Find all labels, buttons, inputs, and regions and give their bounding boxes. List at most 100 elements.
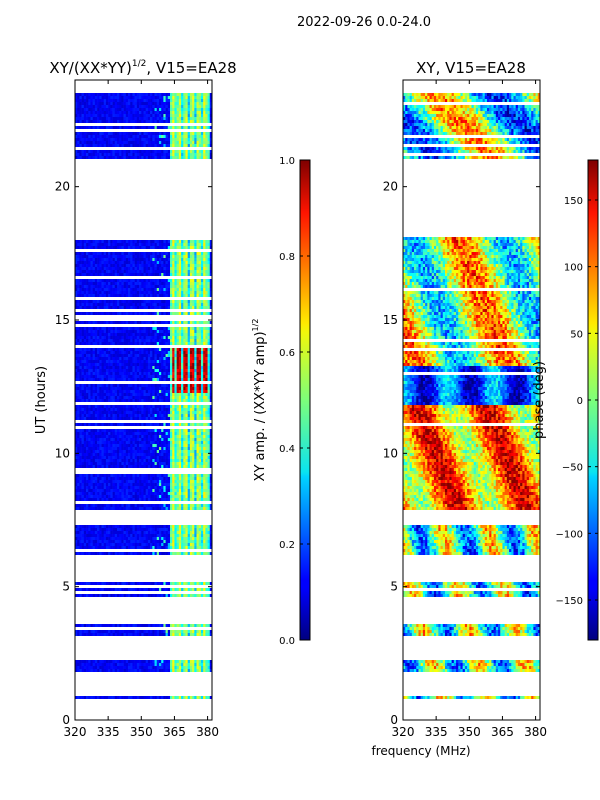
heat-cell [203, 477, 206, 480]
heat-cell [189, 528, 193, 531]
heat-cell [128, 483, 131, 486]
heat-cell [198, 459, 202, 462]
heat-cell [139, 630, 142, 633]
heat-cell [152, 462, 155, 465]
heat-cell [141, 663, 144, 666]
heat-cell [158, 462, 162, 465]
heat-cell [187, 432, 191, 435]
heat-cell [161, 462, 164, 465]
heat-cell [75, 582, 78, 585]
heat-cell [77, 321, 80, 324]
heat-cell [128, 477, 131, 480]
heat-cell [172, 540, 175, 543]
heat-cell [125, 417, 129, 420]
heat-cell [116, 303, 120, 306]
heat-cell [165, 669, 169, 672]
heat-cell [79, 336, 82, 339]
heat-cell [174, 354, 177, 357]
heat-cell [130, 396, 133, 399]
heat-cell [92, 438, 96, 441]
heat-cell [183, 450, 186, 453]
heat-cell [161, 534, 164, 537]
heat-cell [99, 483, 102, 486]
heat-cell [194, 495, 197, 498]
heat-cell [154, 354, 158, 357]
heat-cell [105, 288, 109, 291]
heat-cell [125, 348, 129, 351]
heat-cell [92, 348, 96, 351]
heat-cell [165, 696, 169, 699]
heat-cell [209, 396, 212, 399]
heat-cell [101, 369, 105, 372]
heat-cell [150, 486, 153, 489]
heat-cell [136, 630, 140, 633]
heat-cell [114, 456, 118, 459]
heat-cell [119, 663, 122, 666]
heat-cell [203, 321, 206, 324]
heat-cell [86, 429, 89, 432]
heat-cell [132, 582, 135, 585]
heat-cell [92, 342, 96, 345]
heat-cell [132, 444, 135, 447]
heat-cell [152, 663, 155, 666]
heat-cell [141, 552, 144, 555]
heat-cell [163, 408, 166, 411]
heat-cell [207, 486, 211, 489]
heat-cell [185, 372, 188, 375]
heat-cell [83, 375, 87, 378]
heat-cell [99, 288, 102, 291]
heat-cell [174, 357, 177, 360]
heat-cell [119, 498, 122, 501]
heat-cell [187, 339, 191, 342]
heat-cell [200, 411, 204, 414]
heat-cell [105, 339, 109, 342]
heat-cell [99, 432, 102, 435]
heat-cell [178, 447, 182, 450]
heat-cell [141, 291, 144, 294]
heat-cell [150, 423, 153, 426]
heat-cell [174, 303, 177, 306]
heat-cell [203, 528, 206, 531]
heat-cell [90, 291, 93, 294]
heat-cell [172, 498, 175, 501]
heat-cell [88, 660, 91, 663]
heat-cell [108, 387, 111, 390]
heat-cell [185, 387, 188, 390]
heat-cell [194, 372, 197, 375]
heat-cell [114, 351, 118, 354]
heat-cell [196, 360, 200, 363]
heat-cell [174, 465, 177, 468]
heat-cell [158, 456, 162, 459]
heat-cell [172, 447, 175, 450]
heat-cell [132, 624, 135, 627]
heat-cell [97, 306, 100, 309]
heat-cell [145, 459, 149, 462]
heat-cell [97, 372, 100, 375]
heat-cell [86, 480, 89, 483]
heat-cell [209, 423, 212, 426]
heat-cell [147, 453, 151, 456]
heat-cell [178, 504, 182, 507]
heat-cell [110, 393, 113, 396]
heat-cell [108, 531, 111, 534]
heat-cell [123, 399, 127, 402]
heat-cell [158, 441, 162, 444]
heat-cell [130, 312, 133, 315]
heat-cell [189, 630, 193, 633]
heat-cell [77, 348, 80, 351]
heat-cell [105, 483, 109, 486]
heat-cell [81, 624, 85, 627]
heat-cell [198, 660, 202, 663]
heat-cell [81, 363, 85, 366]
heat-cell [192, 477, 195, 480]
heat-cell [192, 525, 195, 528]
heat-cell [81, 453, 85, 456]
heat-cell [86, 360, 89, 363]
heat-cell [192, 396, 195, 399]
heat-cell [134, 495, 138, 498]
heat-cell [200, 486, 204, 489]
heat-cell [139, 633, 142, 636]
heat-cell [110, 423, 113, 426]
heat-cell [196, 534, 200, 537]
heat-cell [189, 660, 193, 663]
